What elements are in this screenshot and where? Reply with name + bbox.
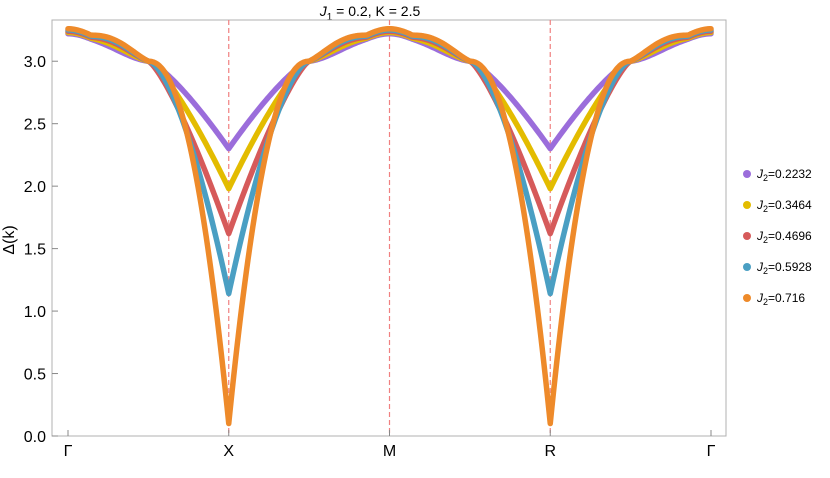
chart-title: J1 = 0.2, K = 2.5 [319, 3, 421, 23]
x-tick-label-3: R [544, 443, 556, 460]
legend-label-2: J2=0.4696 [756, 229, 812, 245]
y-tick-label-2: 1.0 [24, 304, 46, 321]
series-line-4 [65, 25, 714, 427]
legend-label-1: J2=0.3464 [756, 198, 812, 214]
series-curves [65, 25, 714, 427]
x-tick-label-0: Γ [64, 443, 73, 460]
legend: J2=0.2232 J2=0.3464 J2=0.4696 J2=0.5928 J2=0… [743, 167, 812, 307]
y-tick-label-6: 3.0 [24, 54, 46, 71]
legend-label-4: J2=0.716 [756, 291, 805, 307]
x-tick-label-4: Γ [707, 443, 716, 460]
legend-label-0: J2=0.2232 [756, 167, 812, 183]
legend-marker-2 [743, 232, 751, 240]
legend-label-3: J2=0.5928 [756, 260, 812, 276]
series-line-0 [65, 30, 714, 152]
y-ticks: 0.0 0.5 1.0 1.5 2.0 2.5 3.0 [24, 54, 58, 446]
legend-marker-3 [743, 263, 751, 271]
x-tick-label-1: X [223, 443, 234, 460]
legend-marker-4 [743, 294, 751, 302]
y-tick-label-3: 1.5 [24, 242, 46, 259]
y-axis-label: Δ(k) [1, 225, 18, 254]
vertical-reference-lines [228, 20, 551, 436]
y-tick-label-4: 2.0 [24, 179, 46, 196]
y-tick-label-5: 2.5 [24, 117, 46, 134]
legend-marker-0 [743, 170, 751, 178]
x-tick-label-2: M [383, 443, 396, 460]
y-tick-label-1: 0.5 [24, 367, 46, 384]
y-tick-label-0: 0.0 [24, 429, 46, 446]
legend-marker-1 [743, 201, 751, 209]
